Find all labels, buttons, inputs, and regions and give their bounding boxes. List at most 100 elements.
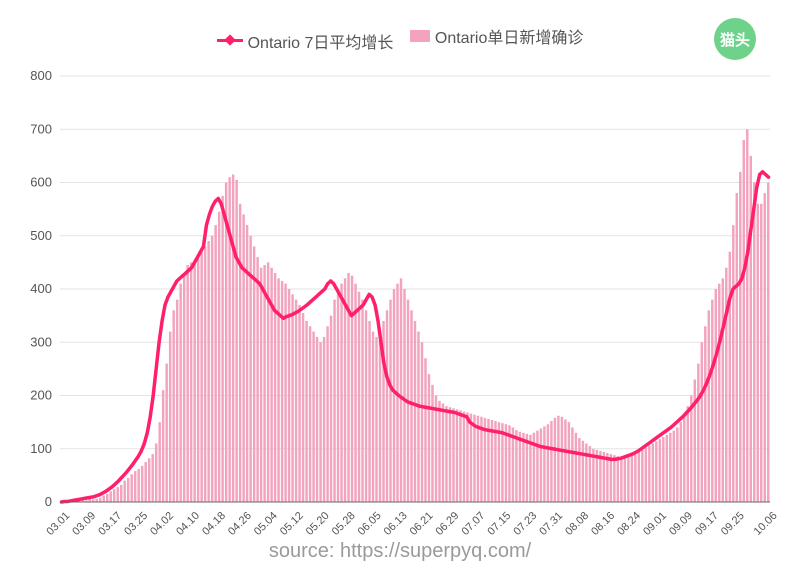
daily-bar <box>385 310 389 502</box>
daily-bar <box>648 445 651 502</box>
daily-bar <box>592 448 595 502</box>
daily-bar <box>154 443 158 502</box>
source-credit: source: https://superpyq.com/ <box>268 540 532 562</box>
daily-bar <box>168 331 172 502</box>
daily-bar <box>403 289 406 502</box>
daily-bar <box>434 395 438 502</box>
daily-bar <box>665 434 669 502</box>
daily-bar <box>487 418 490 502</box>
daily-bar <box>525 433 529 502</box>
daily-bar <box>448 407 452 502</box>
daily-bar <box>165 363 168 502</box>
daily-bar <box>445 406 448 502</box>
daily-bar <box>501 423 504 502</box>
daily-bar <box>182 273 186 502</box>
daily-bar <box>753 182 756 502</box>
daily-bar <box>557 415 560 502</box>
daily-bar <box>560 416 564 502</box>
daily-bar <box>616 456 620 502</box>
daily-bar <box>207 241 210 502</box>
daily-bar <box>161 390 165 502</box>
x-tick-label: 04.10 <box>174 510 202 538</box>
y-tick-label: 700 <box>30 121 52 136</box>
daily-bar <box>735 193 738 502</box>
daily-bar <box>518 431 522 502</box>
x-tick-label: 05.04 <box>252 510 280 538</box>
daily-bar <box>81 499 84 502</box>
daily-bar <box>637 451 641 502</box>
daily-bar <box>504 424 508 502</box>
daily-bar <box>452 408 455 502</box>
daily-bar <box>347 273 350 502</box>
daily-bar <box>126 478 130 502</box>
daily-bar <box>200 251 203 502</box>
daily-bar <box>473 414 476 502</box>
daily-bar <box>578 438 581 502</box>
daily-bar <box>284 283 287 502</box>
daily-bar <box>266 262 270 503</box>
x-tick-label: 09.25 <box>719 510 747 538</box>
daily-bar <box>259 267 263 502</box>
daily-bar <box>88 498 91 502</box>
x-tick-label: 06.05 <box>356 510 384 538</box>
legend-item-line[interactable]: Ontario 7日平均增长 <box>216 29 394 53</box>
daily-bar <box>571 427 574 502</box>
daily-bar <box>714 289 718 502</box>
daily-bar <box>116 487 119 502</box>
daily-bar <box>739 171 742 502</box>
daily-bar <box>763 193 766 502</box>
daily-bar <box>137 468 140 502</box>
daily-bar <box>221 195 224 502</box>
daily-bar <box>522 432 525 502</box>
daily-bar <box>322 336 326 502</box>
x-tick-label: 04.18 <box>200 510 228 538</box>
daily-bar <box>329 315 333 503</box>
daily-bar <box>511 427 515 502</box>
daily-bar <box>193 259 196 502</box>
daily-bar <box>172 310 175 502</box>
daily-bar <box>105 494 109 502</box>
daily-bar <box>620 456 623 502</box>
daily-bar <box>336 289 340 502</box>
daily-bar <box>655 441 658 502</box>
daily-bar <box>298 304 301 502</box>
legend-item-bar[interactable]: Ontario单日新增确诊 <box>409 24 583 48</box>
x-tick-label: 06.13 <box>382 510 410 538</box>
daily-bar <box>196 257 200 502</box>
legend-line-swatch <box>216 34 243 46</box>
daily-bar <box>340 283 343 502</box>
daily-bar <box>693 379 697 502</box>
daily-bar <box>389 299 392 502</box>
daily-bar <box>413 320 417 502</box>
daily-bar <box>679 422 683 503</box>
daily-bar <box>469 413 473 502</box>
daily-bar <box>553 417 557 502</box>
daily-bar <box>308 326 312 502</box>
daily-bar <box>476 415 480 502</box>
daily-bar <box>707 310 711 502</box>
daily-bar <box>92 499 95 502</box>
daily-bar <box>280 281 284 502</box>
daily-bar <box>609 454 613 502</box>
daily-bar <box>354 283 357 502</box>
daily-bar <box>732 225 735 502</box>
daily-bar <box>574 432 578 502</box>
daily-bar <box>581 440 585 502</box>
daily-bar <box>644 447 648 502</box>
daily-bar <box>697 363 700 502</box>
daily-bar <box>690 395 693 502</box>
x-tick-label: 04.26 <box>226 510 254 538</box>
daily-bar <box>130 474 133 502</box>
daily-bar <box>543 426 546 502</box>
daily-bar <box>305 320 308 502</box>
daily-bar <box>532 432 536 502</box>
y-axis-ticks: 0 100 200 300 400 500 600 700 800 <box>30 68 52 509</box>
x-tick-label: 08.24 <box>615 510 643 538</box>
daily-bar <box>140 465 144 502</box>
legend-line-label: Ontario 7日平均增长 <box>247 34 394 52</box>
daily-bar <box>483 417 487 502</box>
daily-bar <box>536 430 539 502</box>
daily-bar <box>214 225 217 502</box>
daily-bar <box>371 331 375 502</box>
